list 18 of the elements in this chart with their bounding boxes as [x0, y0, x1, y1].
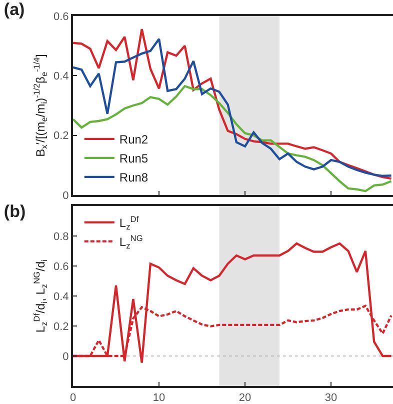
legend-label: Run2 [119, 132, 148, 147]
chart-title: (a) [4, 0, 25, 19]
x-tick-label: 30 [324, 392, 338, 404]
x-tick-label: 20 [238, 392, 252, 404]
y-tick-label: 0.2 [54, 320, 69, 333]
legend-label: Run5 [119, 152, 148, 166]
x-tick-label: 10 [152, 392, 166, 404]
y-tick-label: 0.4 [54, 70, 69, 83]
y-tick-label: 0.8 [54, 230, 69, 243]
y-tick-label: 0.6 [54, 10, 69, 23]
y-tick-label: 0 [62, 350, 69, 363]
y-tick-label: 0.2 [54, 130, 69, 142]
line-series [73, 85, 392, 192]
y-tick-label: 0 [62, 190, 69, 202]
chart-title: (b) [4, 202, 26, 221]
y-tick-label: 0.4 [54, 290, 69, 303]
legend-label: Run8 [119, 170, 148, 185]
y-tick-label: 0.6 [54, 260, 69, 273]
